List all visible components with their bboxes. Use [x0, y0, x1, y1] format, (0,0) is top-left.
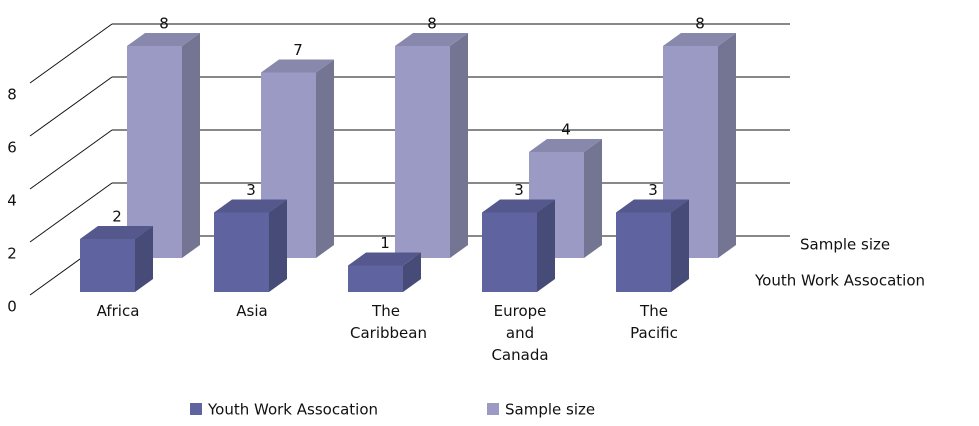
grid-line [29, 23, 113, 84]
bar-side [316, 59, 334, 258]
legend-label: Sample size [505, 401, 595, 419]
bar-top [663, 33, 736, 46]
bar [127, 46, 182, 258]
y-tick-label: 2 [7, 245, 17, 263]
bar-side [718, 33, 736, 258]
bar-top [482, 199, 555, 213]
legend-label: Youth Work Assocation [207, 401, 378, 419]
value-label: 8 [695, 15, 705, 33]
value-label: 8 [159, 15, 169, 33]
bar-side [403, 252, 421, 292]
bar-side [671, 199, 689, 292]
bar-side [584, 139, 602, 258]
x-tick-label: Europe and Canada [491, 302, 549, 364]
bar-top [127, 33, 200, 46]
bar [214, 212, 269, 292]
bar [348, 265, 403, 292]
x-tick-label: Africa [96, 302, 140, 320]
legend-swatch [190, 403, 202, 415]
y-tick-label: 6 [7, 139, 17, 157]
legend-swatch [487, 403, 499, 415]
series-axis-label: Sample size [800, 236, 890, 254]
x-tick-label: The Caribbean [350, 302, 427, 342]
bar-top [616, 199, 689, 213]
bar-side [182, 33, 200, 258]
bar [616, 212, 671, 292]
y-tick-label: 0 [7, 298, 17, 316]
bar-top [348, 252, 421, 266]
x-tick-label: The Pacific [630, 302, 678, 342]
value-label: 3 [514, 181, 524, 199]
bar-top [529, 139, 602, 152]
grid-line [29, 76, 113, 137]
y-tick-label: 8 [7, 86, 17, 104]
bar [395, 46, 450, 258]
grid-line [29, 129, 113, 190]
x-tick-label: Asia [236, 302, 268, 320]
bar-side [269, 199, 287, 292]
value-label: 4 [561, 121, 571, 139]
value-label: 8 [427, 15, 437, 33]
bar-side [450, 33, 468, 258]
bar-side [135, 226, 153, 292]
bar [80, 239, 135, 292]
bar-top [395, 33, 468, 46]
series-axis-label: Youth Work Assocation [754, 272, 925, 290]
value-label: 3 [648, 181, 658, 199]
value-label: 7 [293, 41, 303, 59]
bar-top [80, 226, 153, 239]
y-tick-label: 4 [7, 192, 17, 210]
bar-side [537, 199, 555, 292]
grid-line [29, 182, 113, 243]
value-label: 2 [112, 208, 122, 226]
bar-top [261, 59, 334, 73]
bar [482, 212, 537, 292]
value-label: 3 [246, 181, 256, 199]
bar-top [214, 199, 287, 213]
value-label: 1 [380, 234, 390, 252]
